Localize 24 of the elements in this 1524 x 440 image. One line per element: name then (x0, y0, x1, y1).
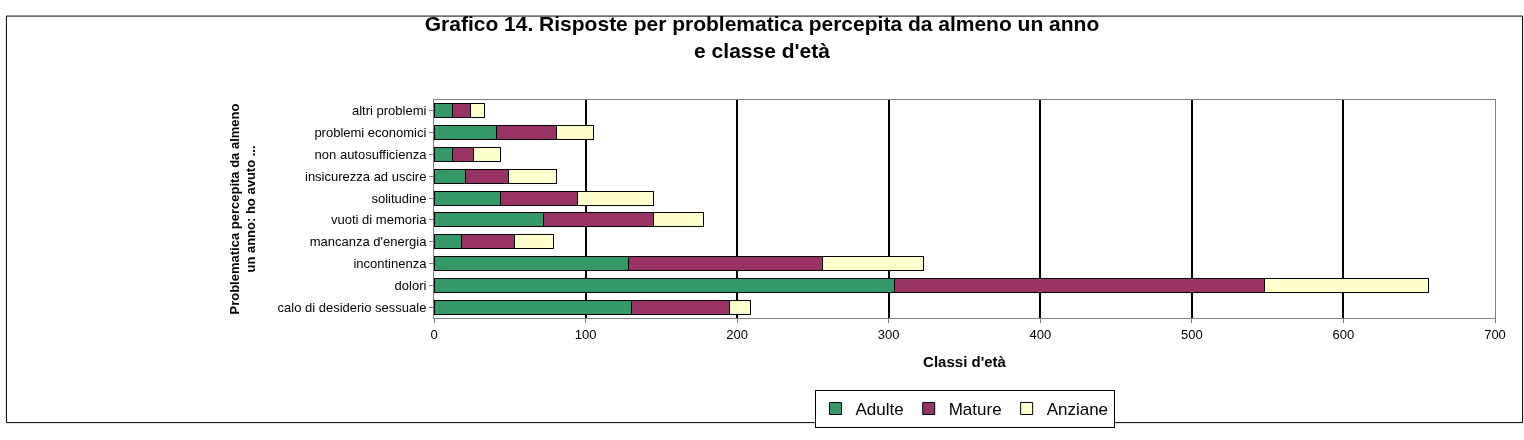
y-tick-label: dolori (394, 277, 427, 293)
x-tick-label: 200 (726, 326, 748, 342)
legend-label: Anziane (1046, 400, 1109, 420)
y-tick-label: mancanza d'energia (309, 234, 428, 250)
legend-label: Mature (948, 400, 1002, 420)
x-tick-label: 0 (430, 326, 438, 342)
y-tick-label: altri problemi (351, 103, 427, 119)
y-tick-label: non autosufficienza (314, 147, 428, 163)
y-tick-label: incontinenza (353, 256, 428, 272)
x-tick-label: 400 (1029, 326, 1052, 342)
y-tick-label: insicurezza ad uscire (305, 168, 427, 184)
y-tick-label: solitudine (371, 190, 427, 206)
x-axis-title: Classi d'età (923, 352, 1007, 370)
x-tick-label: 300 (877, 326, 900, 342)
x-tick-label: 700 (1484, 326, 1506, 342)
y-axis-title: Problematica percepita da almeno un anno: ho avuto ... (226, 103, 259, 315)
chart-title: Grafico 14. Risposte per problematica percepita da almeno un anno e classe d'età (424, 11, 1100, 63)
x-tick-label: 100 (574, 326, 597, 342)
x-tick-label: 600 (1332, 326, 1355, 342)
y-tick-label: calo di desiderio sessuale (277, 299, 427, 315)
legend-label: Adulte (855, 400, 904, 420)
x-tick-label: 500 (1181, 326, 1203, 342)
y-tick-label: vuoti di memoria (331, 212, 428, 228)
y-tick-label: problemi economici (314, 125, 427, 141)
